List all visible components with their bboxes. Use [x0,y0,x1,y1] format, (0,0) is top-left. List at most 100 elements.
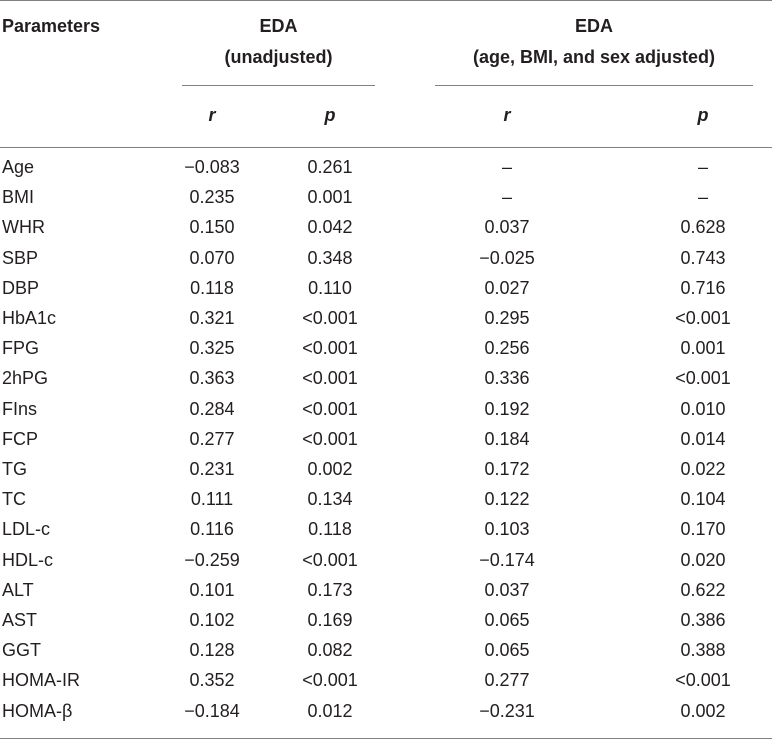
cell-unadjusted-p: 0.134 [307,489,353,510]
cell-unadjusted-p: <0.001 [302,428,358,449]
cell-adjusted-r: 0.172 [484,459,530,479]
cell-parameter-name: FPG [2,338,40,359]
cell-adjusted-p: – [697,187,708,208]
cell-adjusted-r: 0.184 [484,428,530,449]
cell-adjusted-r: 0.065 [484,640,530,661]
subheader-adjusted-p: p [697,105,709,125]
cell-parameter-name: HOMA-IR [2,670,80,691]
subheader-unadjusted-r: r [208,105,216,125]
cell-adjusted-p: 0.010 [680,398,726,419]
cell-adjusted-r: −0.174 [479,549,535,570]
cell-unadjusted-r: 0.231 [189,459,235,479]
table-row: FIns 0.284 <0.001 0.192 0.010 [0,395,772,425]
cell-unadjusted-p: 0.042 [307,217,353,238]
cell-unadjusted-p: <0.001 [302,338,358,359]
cell-unadjusted-r: 0.150 [189,217,235,238]
cell-unadjusted-p: <0.001 [302,368,358,389]
table-row: 2hPG 0.363 <0.001 0.336 <0.001 [0,364,772,394]
cell-parameter-name: 2hPG [2,368,49,389]
cell-parameter-name: LDL-c [2,519,51,540]
cell-unadjusted-p: 0.012 [307,700,353,721]
cell-unadjusted-r: 0.277 [189,428,235,449]
cell-unadjusted-p: 0.110 [308,277,352,298]
cell-adjusted-p: 0.716 [680,277,726,298]
cell-unadjusted-r: −0.083 [184,157,240,177]
subheader-adjusted-r: r [503,105,511,125]
cell-parameter-name: DBP [2,277,40,298]
cell-parameter-name: Age [2,157,35,177]
column-group-adjusted-title: EDA [574,16,613,36]
cell-adjusted-p: <0.001 [675,308,731,328]
group-unadjusted-rule [182,85,375,86]
cell-adjusted-r: 0.256 [484,338,530,359]
cell-unadjusted-r: 0.101 [189,579,235,600]
table-row: TG 0.231 0.002 0.172 0.022 [0,455,772,485]
cell-adjusted-p: 0.386 [680,610,726,630]
table-row: Age −0.083 0.261 – – [0,153,772,183]
cell-unadjusted-p: <0.001 [302,398,358,419]
cell-adjusted-p: 0.743 [680,247,726,268]
table-row: TC 0.111 0.134 0.122 0.104 [0,485,772,515]
cell-adjusted-r: 0.027 [484,277,530,298]
cell-parameter-name: TC [2,489,26,510]
cell-adjusted-p: <0.001 [675,368,731,389]
cell-adjusted-r: 0.295 [484,308,530,328]
cell-unadjusted-r: 0.102 [189,610,235,630]
cell-parameter-name: FIns [2,398,38,419]
cell-unadjusted-r: −0.259 [184,549,240,570]
cell-unadjusted-r: 0.325 [189,338,235,359]
cell-parameter-name: SBP [2,247,39,268]
cell-parameter-name: HbA1c [2,308,57,328]
table-row: HOMA-IR 0.352 <0.001 0.277 <0.001 [0,666,772,696]
cell-adjusted-r: 0.122 [484,489,530,510]
table-row: SBP 0.070 0.348 −0.025 0.743 [0,244,772,274]
cell-unadjusted-p: <0.001 [302,549,358,570]
cell-unadjusted-p: <0.001 [302,308,358,328]
cell-adjusted-r: 0.065 [484,610,530,630]
cell-parameter-name: HOMA-β [2,700,73,721]
cell-adjusted-p: 0.001 [680,338,726,359]
cell-adjusted-p: 0.104 [680,489,726,510]
cell-parameter-name: ALT [2,579,34,600]
header-bottom-rule [0,147,772,148]
table-row: FCP 0.277 <0.001 0.184 0.014 [0,425,772,455]
cell-adjusted-r: – [501,187,512,208]
cell-unadjusted-p: 0.082 [307,640,353,661]
cell-unadjusted-p: 0.261 [307,157,353,177]
table-row: WHR 0.150 0.042 0.037 0.628 [0,213,772,243]
cell-adjusted-p: 0.388 [680,640,726,661]
column-header-parameters: Parameters [2,16,101,36]
subheader-unadjusted-p: p [324,105,336,125]
cell-adjusted-p: 0.014 [680,428,726,449]
table-top-rule [0,0,772,1]
cell-adjusted-p: 0.020 [680,549,726,570]
cell-adjusted-r: 0.192 [484,398,530,419]
cell-adjusted-r: 0.336 [484,368,530,389]
cell-adjusted-r: 0.037 [484,579,530,600]
table-row: LDL-c 0.116 0.118 0.103 0.170 [0,515,772,545]
table-row: HbA1c 0.321 <0.001 0.295 <0.001 [0,304,772,334]
cell-parameter-name: HDL-c [2,549,54,570]
cell-adjusted-r: 0.103 [484,519,530,540]
cell-unadjusted-r: 0.352 [189,670,235,691]
cell-adjusted-p: 0.622 [680,579,726,600]
table-row: HDL-c −0.259 <0.001 −0.174 0.020 [0,546,772,576]
cell-adjusted-r: −0.025 [479,247,535,268]
column-group-unadjusted-title: EDA [259,16,298,36]
cell-unadjusted-r: −0.184 [184,700,240,721]
cell-unadjusted-r: 0.284 [189,398,235,419]
column-group-unadjusted-subtitle: (unadjusted) [224,47,333,67]
column-group-adjusted-subtitle: (age, BMI, and sex adjusted) [472,47,716,67]
cell-parameter-name: AST [2,610,38,630]
cell-unadjusted-p: <0.001 [302,670,358,691]
cell-unadjusted-r: 0.111 [190,489,234,510]
cell-adjusted-p: 0.022 [680,459,726,479]
cell-adjusted-r: 0.277 [484,670,530,691]
cell-adjusted-p: 0.170 [680,519,726,540]
cell-unadjusted-p: 0.001 [307,187,353,208]
table-row: FPG 0.325 <0.001 0.256 0.001 [0,334,772,364]
table-row: HOMA-β −0.184 0.012 −0.231 0.002 [0,697,772,727]
cell-unadjusted-p: 0.348 [307,247,353,268]
table-row: DBP 0.118 0.110 0.027 0.716 [0,274,772,304]
cell-unadjusted-r: 0.321 [189,308,235,328]
